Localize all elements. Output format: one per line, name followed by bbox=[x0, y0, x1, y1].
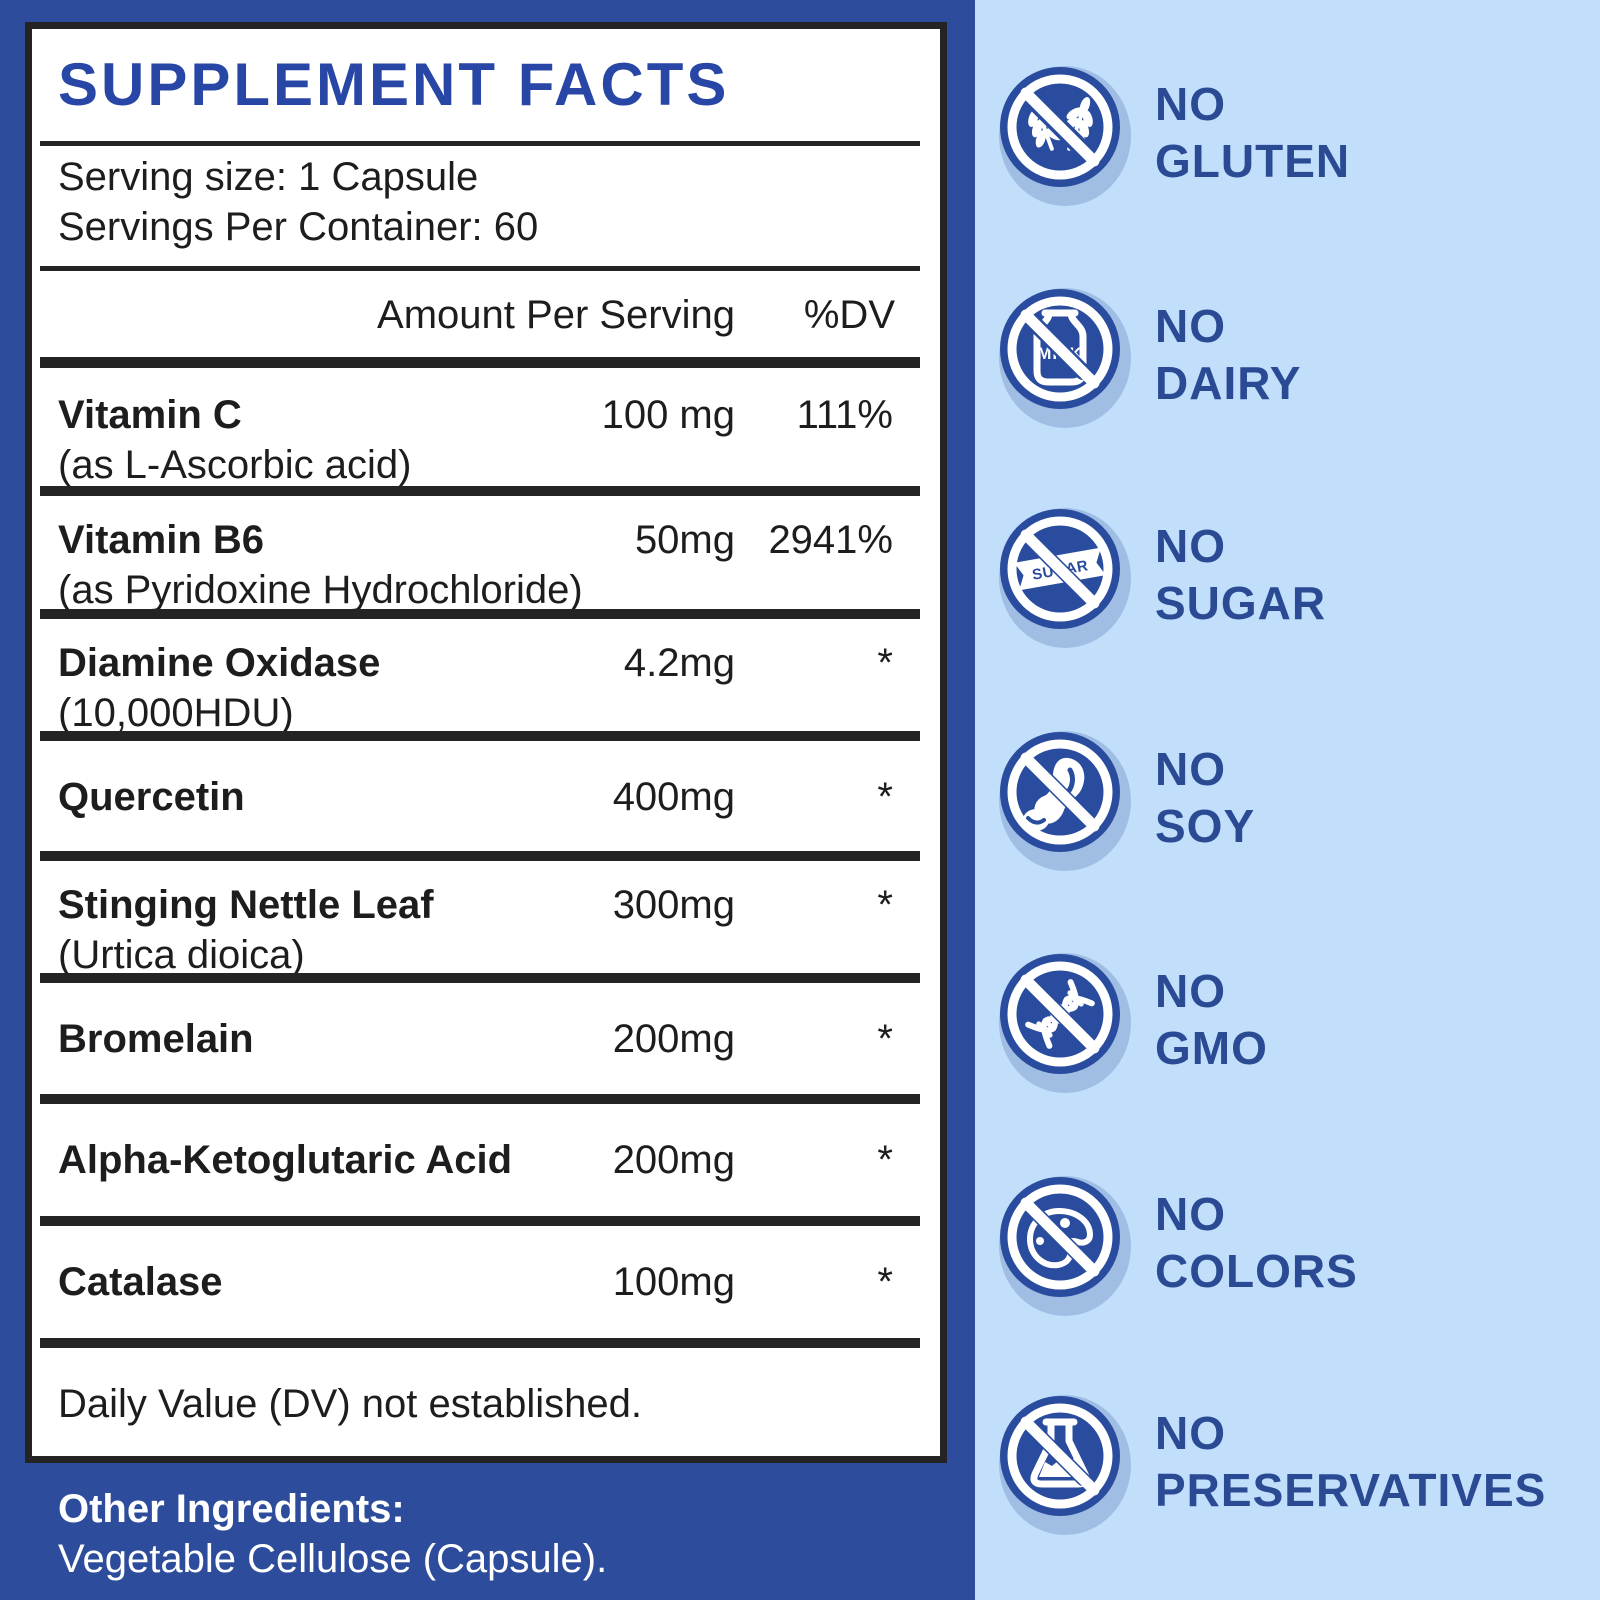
badge-no-gluten: NO GLUTEN bbox=[995, 58, 1595, 208]
ingredient-dv: 111% bbox=[796, 393, 893, 437]
ingredient-amount: 300mg bbox=[612, 883, 735, 927]
dna-icon bbox=[999, 953, 1131, 1093]
divider bbox=[40, 973, 920, 983]
ingredient-sub: (as Pyridoxine Hydrochloride) bbox=[58, 568, 583, 612]
divider bbox=[40, 1094, 920, 1104]
ingredient-name: Vitamin C bbox=[58, 393, 242, 437]
ingredient-dv: * bbox=[877, 883, 893, 927]
badge-label: NO DAIRY bbox=[1155, 300, 1302, 409]
ingredient-amount: 400mg bbox=[612, 775, 735, 819]
divider bbox=[40, 266, 920, 271]
badge-no-sugar: SUGAR NO SUGAR bbox=[995, 500, 1595, 650]
table-row: Catalase 100mg * bbox=[58, 1225, 920, 1307]
ingredient-amount: 50mg bbox=[634, 518, 735, 562]
dv-footnote: Daily Value (DV) not established. bbox=[58, 1382, 642, 1426]
other-ingredients-title: Other Ingredients: bbox=[58, 1487, 405, 1531]
ingredient-name: Quercetin bbox=[58, 775, 245, 819]
divider bbox=[40, 851, 920, 861]
badge-no-gmo: NO GMO bbox=[995, 945, 1595, 1095]
ingredient-dv: * bbox=[877, 775, 893, 819]
column-header-amount: Amount Per Serving bbox=[377, 293, 735, 337]
divider bbox=[40, 1216, 920, 1226]
wheat-icon bbox=[999, 66, 1131, 206]
badge-no-preservatives: NO PRESERVATIVES bbox=[995, 1387, 1595, 1537]
table-row: Diamine Oxidase (10,000HDU) 4.2mg * bbox=[58, 618, 920, 738]
table-row: Vitamin B6 (as Pyridoxine Hydrochloride)… bbox=[58, 495, 920, 615]
ingredient-dv: * bbox=[877, 1138, 893, 1182]
prohibition-slash bbox=[1020, 309, 1100, 389]
ingredient-name: Catalase bbox=[58, 1260, 223, 1304]
ingredient-name: Vitamin B6 bbox=[58, 518, 264, 562]
prohibition-slash bbox=[1020, 1416, 1100, 1496]
serving-size: Serving size: 1 Capsule bbox=[58, 155, 479, 199]
ingredient-amount: 4.2mg bbox=[623, 641, 735, 685]
table-row: Quercetin 400mg * bbox=[58, 740, 920, 822]
ingredient-sub: (10,000HDU) bbox=[58, 691, 294, 735]
ingredient-name: Stinging Nettle Leaf bbox=[58, 883, 434, 927]
ingredient-dv: * bbox=[877, 1260, 893, 1304]
ingredient-sub: (Urtica dioica) bbox=[58, 933, 305, 977]
paint-palette-icon bbox=[999, 1176, 1131, 1316]
badge-label: NO GLUTEN bbox=[1155, 78, 1351, 187]
divider bbox=[40, 357, 920, 368]
sugar-banner-icon: SUGAR bbox=[999, 508, 1131, 648]
ingredient-amount: 100 mg bbox=[601, 393, 735, 437]
prohibition-slash bbox=[1020, 974, 1100, 1054]
prohibition-slash bbox=[1020, 87, 1100, 167]
divider bbox=[40, 609, 920, 619]
column-header-dv: %DV bbox=[803, 293, 895, 337]
divider bbox=[40, 731, 920, 741]
table-row: Vitamin C (as L-Ascorbic acid) 100 mg 11… bbox=[58, 370, 920, 490]
badge-no-soy: NO SOY bbox=[995, 723, 1595, 873]
badge-label: NO GMO bbox=[1155, 965, 1268, 1074]
table-row: Bromelain 200mg * bbox=[58, 982, 920, 1064]
milk-jar-icon: MILK bbox=[999, 288, 1131, 428]
ingredient-name: Diamine Oxidase bbox=[58, 641, 381, 685]
ingredient-name: Alpha-Ketoglutaric Acid bbox=[58, 1138, 513, 1182]
badge-label: NO SOY bbox=[1155, 743, 1256, 852]
badge-label: NO COLORS bbox=[1155, 1188, 1358, 1297]
soybean-icon bbox=[999, 731, 1131, 871]
prohibition-slash bbox=[1020, 1197, 1100, 1277]
badge-no-colors: NO COLORS bbox=[995, 1168, 1595, 1318]
other-ingredients-value: Vegetable Cellulose (Capsule). bbox=[58, 1537, 608, 1581]
badge-label: NO PRESERVATIVES bbox=[1155, 1407, 1547, 1516]
prohibition-slash bbox=[1020, 752, 1100, 832]
ingredient-dv: * bbox=[877, 1017, 893, 1061]
divider bbox=[40, 486, 920, 496]
flask-icon bbox=[999, 1395, 1131, 1535]
badge-no-dairy: MILK NO DAIRY bbox=[995, 280, 1595, 430]
ingredient-amount: 100mg bbox=[612, 1260, 735, 1304]
prohibition-slash bbox=[1020, 529, 1100, 609]
ingredient-sub: (as L-Ascorbic acid) bbox=[58, 443, 412, 487]
badge-label: NO SUGAR bbox=[1155, 520, 1327, 629]
serving-info: Serving size: 1 Capsule Servings Per Con… bbox=[58, 152, 538, 252]
table-row: Stinging Nettle Leaf (Urtica dioica) 300… bbox=[58, 860, 920, 980]
ingredient-dv: 2941% bbox=[768, 518, 893, 562]
table-row: Alpha-Ketoglutaric Acid 200mg * bbox=[58, 1103, 920, 1185]
ingredient-name: Bromelain bbox=[58, 1017, 254, 1061]
ingredient-amount: 200mg bbox=[612, 1017, 735, 1061]
page-title: SUPPLEMENT FACTS bbox=[58, 51, 730, 118]
servings-per-container: Servings Per Container: 60 bbox=[58, 205, 539, 249]
ingredient-amount: 200mg bbox=[612, 1138, 735, 1182]
divider bbox=[40, 141, 920, 146]
divider bbox=[40, 1338, 920, 1348]
ingredient-dv: * bbox=[877, 641, 893, 685]
